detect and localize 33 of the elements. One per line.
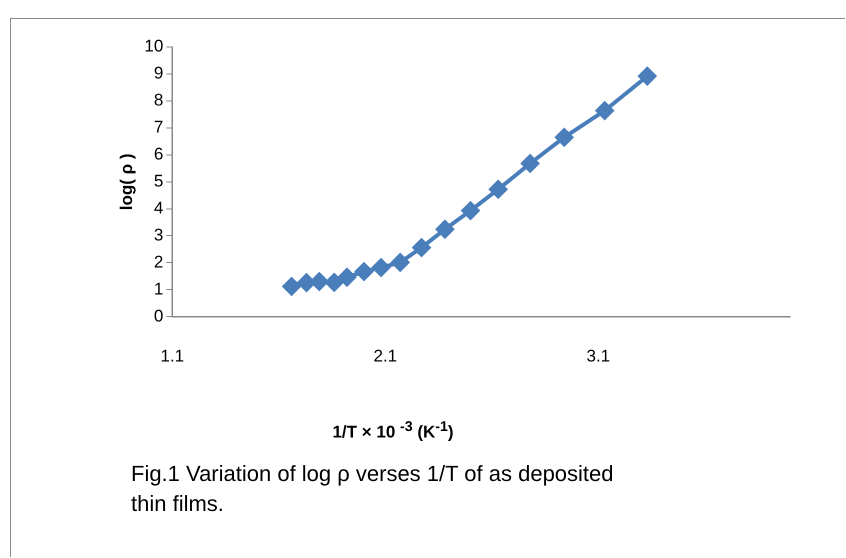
y-tick-label: 4 xyxy=(154,198,164,218)
y-tick-label: 10 xyxy=(144,36,164,56)
point xyxy=(325,273,344,292)
point xyxy=(297,274,316,292)
x-tick-label: 1.1 xyxy=(160,346,184,366)
y-tick-label: 3 xyxy=(154,225,164,244)
y-tick-label: 2 xyxy=(154,252,164,272)
y-tick-label: 0 xyxy=(154,306,164,326)
point xyxy=(310,272,328,291)
point xyxy=(372,258,390,277)
y-tick-label: 7 xyxy=(154,118,164,137)
point xyxy=(391,253,410,272)
point xyxy=(462,202,480,220)
y-tick-label: 8 xyxy=(154,90,164,110)
point xyxy=(412,238,431,257)
x-axis-title: 1/T × 10 $^{-3}$ (K$^{-1}$) xyxy=(331,419,455,443)
y-tick-label: 5 xyxy=(154,171,164,190)
caption: Fig.1 Variation of log ρ verses 1/T of as deposited thin films. xyxy=(131,460,615,518)
point xyxy=(338,268,356,286)
point xyxy=(555,128,574,146)
point xyxy=(638,67,656,86)
point xyxy=(489,180,508,198)
x-tick-label: 2.1 xyxy=(373,346,398,366)
point xyxy=(282,277,301,296)
y-tick-label: 6 xyxy=(154,144,164,164)
y-axis-title: log( ρ ) xyxy=(116,153,136,210)
point xyxy=(521,154,540,172)
y-tick-label: 1 xyxy=(154,279,164,298)
y-tick-label: 9 xyxy=(154,64,164,83)
point xyxy=(596,102,614,120)
point xyxy=(355,262,374,281)
x-tick-label: 3.1 xyxy=(586,346,610,366)
point xyxy=(436,220,454,238)
